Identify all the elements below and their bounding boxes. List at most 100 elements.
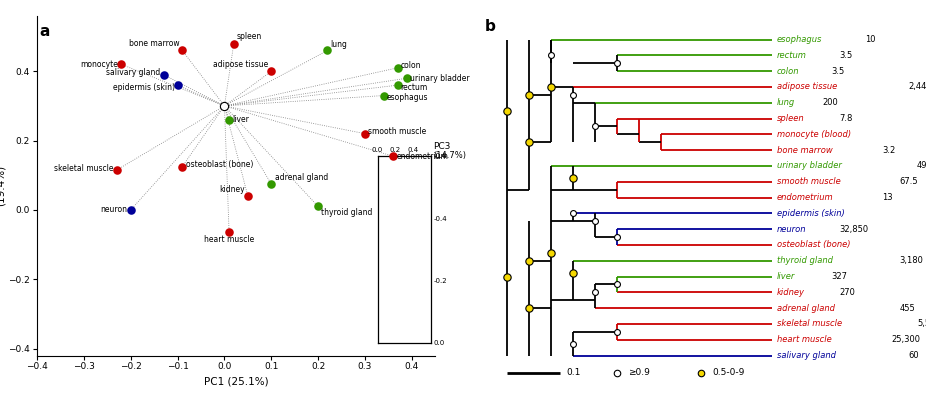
Text: esophagus: esophagus <box>777 35 822 44</box>
Text: thyroid gland: thyroid gland <box>321 208 373 217</box>
Point <box>566 269 581 276</box>
Text: 0.4: 0.4 <box>407 147 419 153</box>
Text: 455: 455 <box>900 304 916 312</box>
Text: 25,300: 25,300 <box>891 335 920 344</box>
Text: salivary gland: salivary gland <box>106 68 161 77</box>
Point <box>311 203 326 210</box>
Text: urinary bladder: urinary bladder <box>410 74 469 83</box>
Text: a: a <box>40 24 50 40</box>
Point <box>175 47 190 54</box>
Point <box>694 370 708 376</box>
Text: -0.6: -0.6 <box>433 153 447 159</box>
Point <box>221 229 236 235</box>
Text: smooth muscle: smooth muscle <box>777 177 841 186</box>
Point <box>226 40 241 47</box>
Text: ≥0.9: ≥0.9 <box>629 369 650 377</box>
Point <box>109 167 124 173</box>
Text: osteoblast (bone): osteoblast (bone) <box>185 160 253 169</box>
Text: 10: 10 <box>866 35 876 44</box>
Point <box>221 117 236 123</box>
Text: esophagus: esophagus <box>386 93 428 102</box>
Text: 67.5: 67.5 <box>900 177 919 186</box>
Point <box>566 175 581 181</box>
Text: 32,850: 32,850 <box>840 225 869 233</box>
Point <box>175 164 190 170</box>
Text: b: b <box>485 19 496 34</box>
Point <box>400 75 415 81</box>
Text: bone marrow: bone marrow <box>777 146 832 154</box>
Text: 3.5: 3.5 <box>831 67 845 75</box>
Text: epidermis (skin): epidermis (skin) <box>777 209 845 218</box>
Point <box>217 103 232 109</box>
Text: 3.2: 3.2 <box>882 146 895 154</box>
Text: 0.2: 0.2 <box>390 147 401 153</box>
Text: 3.5: 3.5 <box>840 51 853 60</box>
Point <box>521 258 536 264</box>
Text: 0.0: 0.0 <box>433 340 444 346</box>
Text: -0.4: -0.4 <box>433 216 447 222</box>
Point <box>156 71 171 78</box>
Point <box>521 139 536 145</box>
Text: 2,448: 2,448 <box>908 83 926 91</box>
Text: adipose tissue: adipose tissue <box>213 60 269 69</box>
Point <box>544 84 558 90</box>
Text: bone marrow: bone marrow <box>129 40 180 48</box>
Point <box>544 52 558 58</box>
Point <box>521 305 536 311</box>
Text: 0.5-0-9: 0.5-0-9 <box>712 369 745 377</box>
Text: 13: 13 <box>882 193 894 202</box>
Point <box>391 82 406 88</box>
Point <box>357 130 372 137</box>
Point <box>588 123 603 130</box>
Text: 7.8: 7.8 <box>840 114 853 123</box>
Text: monocyte (blood): monocyte (blood) <box>777 130 851 139</box>
Point <box>376 92 391 99</box>
Point <box>264 68 279 74</box>
Text: liver: liver <box>777 272 795 281</box>
Text: neuron: neuron <box>777 225 807 233</box>
Text: 0.1: 0.1 <box>567 369 581 377</box>
X-axis label: PC1 (25.1%): PC1 (25.1%) <box>204 377 269 387</box>
Text: smooth muscle: smooth muscle <box>369 128 427 136</box>
Point <box>566 210 581 216</box>
Text: liver: liver <box>232 115 249 124</box>
Text: 270: 270 <box>840 288 856 297</box>
Point <box>610 60 625 66</box>
Text: 200: 200 <box>822 98 838 107</box>
Text: colon: colon <box>401 61 421 70</box>
Text: colon: colon <box>777 67 799 75</box>
Text: monocyte: monocyte <box>81 60 119 69</box>
Text: rectum: rectum <box>401 83 428 92</box>
Point <box>588 289 603 295</box>
Text: endometrium: endometrium <box>777 193 833 202</box>
Point <box>566 340 581 347</box>
Text: -0.2: -0.2 <box>433 278 447 284</box>
Text: adipose tissue: adipose tissue <box>777 83 837 91</box>
Point <box>170 82 185 88</box>
Text: 49: 49 <box>917 162 926 170</box>
Text: adrenal gland: adrenal gland <box>777 304 835 312</box>
Text: kidney: kidney <box>219 185 245 194</box>
Text: salivary gland: salivary gland <box>777 351 836 360</box>
Text: kidney: kidney <box>777 288 805 297</box>
Text: osteoblast (bone): osteoblast (bone) <box>777 241 850 249</box>
Text: skeletal muscle: skeletal muscle <box>777 320 842 328</box>
Point <box>588 218 603 224</box>
Point <box>264 181 279 187</box>
Point <box>610 329 625 335</box>
Text: rectum: rectum <box>777 51 807 60</box>
Point <box>610 281 625 288</box>
Text: neuron: neuron <box>100 205 128 214</box>
Point <box>391 65 406 71</box>
Text: urinary bladder: urinary bladder <box>777 162 842 170</box>
Point <box>123 207 138 213</box>
Text: heart muscle: heart muscle <box>777 335 832 344</box>
Point <box>241 193 256 199</box>
Point <box>320 47 335 54</box>
Point <box>610 234 625 240</box>
Text: 5,510: 5,510 <box>917 320 926 328</box>
Text: 60: 60 <box>908 351 919 360</box>
Point <box>566 92 581 98</box>
Text: spleen: spleen <box>777 114 805 123</box>
Point <box>544 250 558 256</box>
